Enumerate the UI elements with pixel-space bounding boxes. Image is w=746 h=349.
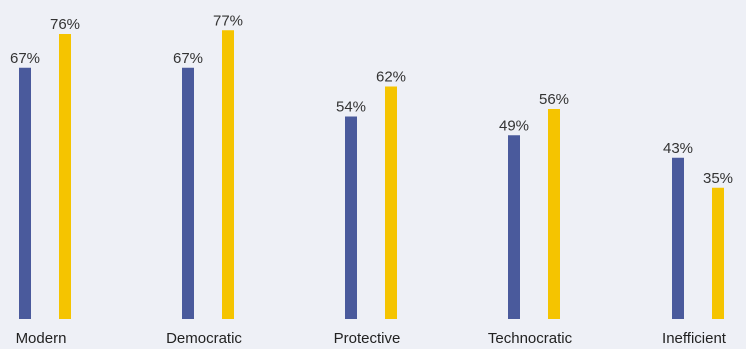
bar-inefficient-series-1 xyxy=(672,157,684,319)
value-labels-layer: 67% 76% 67% 77% 54% 62% 49% 56% 43% 35% xyxy=(10,12,733,187)
bar-inefficient-series-2 xyxy=(712,187,724,319)
value-label-modern-series-2: 76% xyxy=(50,16,80,33)
value-label-protective-series-2: 62% xyxy=(376,69,406,86)
category-labels-layer: Modern Democratic Protective Technocratic In… xyxy=(16,330,727,347)
category-label-democratic: Democratic xyxy=(166,330,242,347)
bar-modern-series-2 xyxy=(59,34,71,319)
value-label-protective-series-1: 54% xyxy=(336,99,366,116)
bar-protective-series-2 xyxy=(385,86,397,319)
category-label-protective: Protective xyxy=(334,330,401,347)
category-label-inefficient: Inefficient xyxy=(662,330,727,347)
value-label-democratic-series-2: 77% xyxy=(213,12,243,29)
value-label-modern-series-1: 67% xyxy=(10,50,40,67)
category-label-technocratic: Technocratic xyxy=(488,330,573,347)
bars-layer xyxy=(19,30,724,319)
bar-democratic-series-2 xyxy=(222,30,234,319)
bar-protective-series-1 xyxy=(345,116,357,319)
bar-modern-series-1 xyxy=(19,67,31,319)
bar-democratic-series-1 xyxy=(182,67,194,319)
value-label-democratic-series-1: 67% xyxy=(173,50,203,67)
category-label-modern: Modern xyxy=(16,330,67,347)
bar-technocratic-series-2 xyxy=(548,109,560,319)
value-label-technocratic-series-2: 56% xyxy=(539,91,569,108)
bar-technocratic-series-1 xyxy=(508,135,520,319)
value-label-inefficient-series-2: 35% xyxy=(703,170,733,187)
value-label-inefficient-series-1: 43% xyxy=(663,140,693,157)
value-label-technocratic-series-1: 49% xyxy=(499,117,529,134)
